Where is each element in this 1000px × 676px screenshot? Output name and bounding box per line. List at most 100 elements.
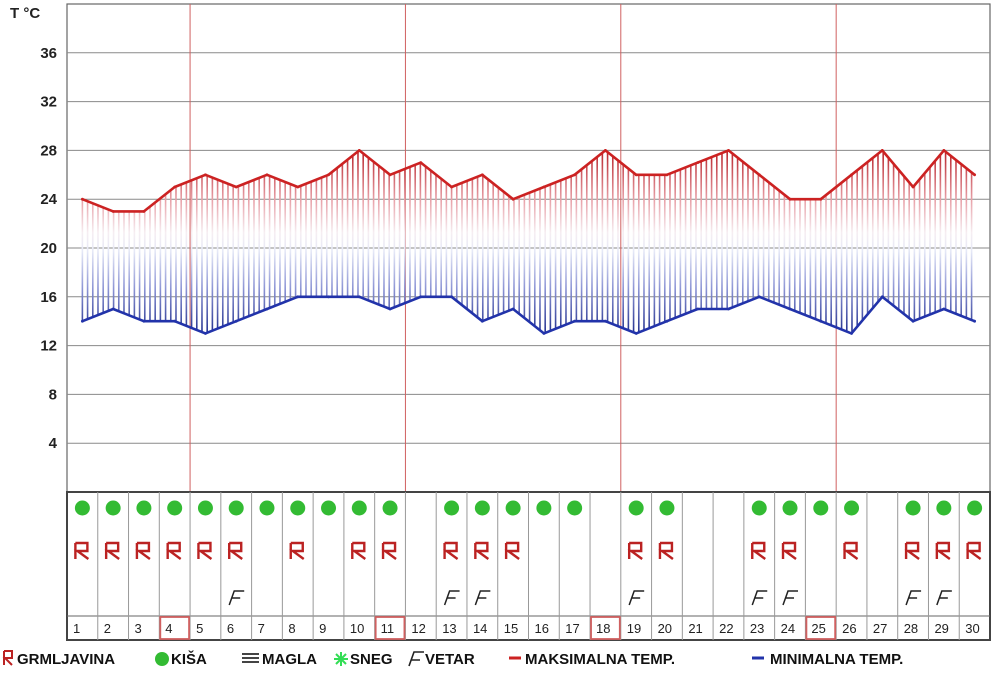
wind-icon-day-24 (782, 590, 799, 606)
day-label-27: 27 (873, 621, 887, 636)
legend-rain-icon (155, 652, 169, 666)
point-min-20 (665, 319, 669, 323)
wind-icon-day-29 (936, 590, 952, 606)
legend: GRMLJAVINA KIŠA MAGLA SNEG VETAR MAKSIMA… (2, 650, 903, 668)
point-max-7 (265, 173, 269, 177)
day-label-22: 22 (719, 621, 733, 636)
point-max-28 (911, 185, 915, 189)
legend-wind-label: VETAR (425, 651, 475, 668)
rain-icon-day-2 (105, 500, 121, 516)
rain-icon-day-3 (136, 500, 152, 516)
point-max-4 (173, 185, 177, 189)
point-min-21 (696, 307, 700, 311)
rain-icon-day-17 (567, 500, 583, 516)
day-axis: 1 2 3 4 5 6 7 8 9 10 11 12 13 14 15 16 17 18 19 20 21 22 23 24 2… (73, 616, 980, 640)
rain-icon-day-15 (505, 500, 521, 516)
day-label-3: 3 (135, 621, 142, 636)
legend-thunderstorm-icon (2, 650, 13, 666)
point-max-1 (80, 197, 84, 201)
day-label-11: 11 (381, 621, 395, 636)
rain-icon-day-26 (844, 500, 860, 516)
day-label-26: 26 (842, 621, 856, 636)
rain-icon-day-8 (290, 500, 306, 516)
thunderstorm-icon-day-30 (965, 541, 982, 560)
rain-icon-day-20 (659, 500, 675, 516)
point-min-5 (204, 332, 207, 335)
point-max-6 (234, 185, 238, 189)
y-tick-20: 20 (40, 240, 57, 257)
day-highlight-25 (805, 616, 837, 640)
point-min-24 (788, 307, 792, 311)
thunderstorm-icon-day-3 (135, 541, 151, 560)
day-label-20: 20 (658, 621, 672, 636)
legend-fog-label: MAGLA (262, 651, 317, 668)
thunderstorm-icon-day-19 (627, 541, 643, 560)
day-label-8: 8 (288, 621, 295, 636)
day-label-23: 23 (750, 621, 764, 636)
point-min-18 (604, 319, 607, 323)
thunderstorm-icon-day-10 (350, 541, 366, 560)
day-label-10: 10 (350, 621, 364, 636)
day-label-30: 30 (965, 621, 979, 636)
thunderstorm-icon-day-26 (842, 541, 859, 560)
day-highlight-11 (374, 616, 406, 640)
legend-snow-label: SNEG (350, 651, 393, 668)
thunderstorm-icon-day-13 (442, 541, 459, 560)
day-label-29: 29 (934, 621, 948, 636)
thunderstorm-icon-day-14 (473, 541, 490, 560)
legend-fog-icon (242, 653, 259, 663)
wind-icon-day-13 (443, 590, 460, 606)
day-label-19: 19 (627, 621, 641, 636)
point-min-28 (911, 319, 915, 323)
point-min-30 (973, 319, 977, 323)
rain-icon-day-23 (751, 500, 767, 516)
point-max-21 (696, 161, 700, 165)
thunderstorm-icon-day-5 (196, 541, 213, 560)
thunderstorm-icon-day-20 (658, 541, 674, 560)
day-label-21: 21 (688, 621, 702, 636)
rain-icon-day-13 (444, 500, 460, 516)
point-max-10 (357, 149, 361, 152)
rain-icon-day-16 (536, 500, 552, 516)
rain-icon-day-30 (967, 500, 983, 516)
point-min-13 (450, 295, 453, 299)
legend-snow-icon (334, 652, 348, 666)
point-min-14 (480, 319, 484, 323)
temperature-bands (81, 150, 973, 333)
day-label-6: 6 (227, 621, 234, 636)
point-max-23 (757, 173, 761, 177)
point-min-17 (573, 319, 577, 323)
point-max-13 (450, 185, 453, 189)
wind-icon-day-14 (474, 590, 491, 606)
temperature-lines (80, 149, 977, 335)
point-min-11 (388, 307, 392, 311)
day-label-13: 13 (442, 621, 456, 636)
day-label-28: 28 (904, 621, 918, 636)
wind-icon-day-6 (228, 590, 245, 606)
rain-icon-day-1 (74, 500, 90, 516)
point-min-16 (542, 332, 546, 335)
day-label-16: 16 (535, 621, 549, 636)
point-max-26 (850, 173, 853, 177)
series-line-max (81, 149, 976, 213)
legend-wind-icon (408, 651, 424, 667)
point-max-11 (388, 173, 392, 177)
thunderstorm-icon-day-15 (504, 541, 520, 560)
point-min-2 (111, 307, 115, 311)
rain-icon-day-25 (813, 500, 829, 516)
point-min-7 (265, 307, 269, 311)
day-label-17: 17 (565, 621, 579, 636)
y-tick-8: 8 (49, 386, 57, 403)
rain-icon-day-14 (474, 500, 490, 516)
point-min-25 (819, 319, 823, 323)
point-min-15 (511, 307, 515, 311)
thunderstorm-icon-day-24 (781, 541, 797, 560)
rain-icon-day-11 (382, 500, 398, 516)
thunderstorm-icon-day-6 (227, 541, 243, 560)
point-max-25 (819, 197, 823, 201)
day-label-14: 14 (473, 621, 487, 636)
point-min-9 (327, 295, 330, 299)
point-min-4 (173, 319, 177, 323)
rain-icon-day-24 (782, 500, 798, 516)
point-max-2 (111, 210, 115, 213)
